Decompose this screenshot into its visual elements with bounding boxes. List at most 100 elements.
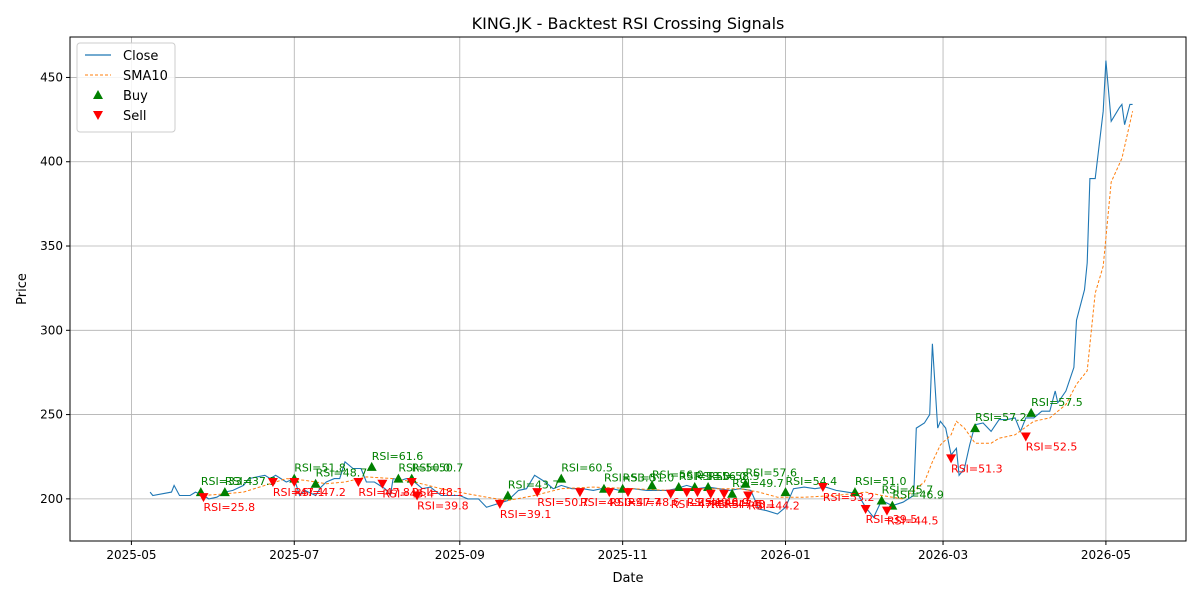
sell-marker bbox=[705, 489, 716, 499]
buy-marker bbox=[673, 482, 684, 492]
buy-signal-label: RSI=58.5 bbox=[708, 470, 760, 483]
legend-swatch-buy bbox=[93, 90, 103, 99]
buy-marker bbox=[502, 490, 513, 500]
sell-signal-label: RSI=48.1 bbox=[412, 486, 464, 499]
buy-marker bbox=[780, 487, 791, 497]
sell-signal-label: RSI=53.2 bbox=[823, 491, 875, 504]
grid bbox=[70, 37, 1186, 541]
x-tick-label: 2025-07 bbox=[269, 548, 319, 562]
y-axis-label: Price bbox=[15, 273, 30, 305]
buy-signal-label: RSI=57.5 bbox=[1031, 396, 1083, 409]
sell-signal-label: RSI=49.0 bbox=[687, 496, 739, 509]
series-line-sma10 bbox=[203, 111, 1134, 502]
buy-marker bbox=[970, 423, 981, 433]
sell-signal-label: RSI=47.4 bbox=[671, 498, 723, 511]
sell-signal-label: RSI=45.4 bbox=[382, 488, 434, 501]
buy-signal-label: RSI=60.5 bbox=[561, 462, 613, 475]
x-tick-label: 2025-09 bbox=[435, 548, 485, 562]
sell-signal-label: RSI=39.1 bbox=[500, 508, 552, 521]
sell-marker bbox=[494, 499, 505, 509]
sell-signal-label: RSI=47.7 bbox=[609, 496, 661, 509]
sell-marker bbox=[681, 488, 692, 498]
sell-signal-label: RSI=47.5 bbox=[711, 498, 763, 511]
sell-marker bbox=[267, 478, 278, 488]
sell-marker bbox=[198, 493, 209, 503]
buy-signal-label: RSI=45.7 bbox=[882, 484, 934, 497]
sell-marker bbox=[946, 454, 957, 464]
buy-marker bbox=[740, 478, 751, 488]
sell-marker bbox=[860, 504, 871, 514]
buy-marker bbox=[647, 480, 658, 490]
sell-signal-label: RSI=25.8 bbox=[203, 501, 255, 514]
sell-signal-label: RSI=48.6 bbox=[628, 496, 680, 509]
buy-marker bbox=[393, 473, 404, 483]
legend-box bbox=[76, 42, 176, 133]
sell-marker bbox=[604, 488, 615, 498]
y-tick-label: 300 bbox=[40, 323, 63, 337]
x-tick-label: 2026-03 bbox=[918, 548, 968, 562]
buy-marker bbox=[556, 473, 567, 483]
series-layer bbox=[149, 60, 1134, 519]
sell-signal-label: RSI=47.1 bbox=[273, 486, 325, 499]
axis-ticks: 2025-05 2025-07 2025-09 2025-11 2026-01 2026-… bbox=[40, 70, 1131, 562]
buy-signal-label: RSI=57.6 bbox=[745, 467, 797, 480]
sell-signal-label: RSI=39.8 bbox=[417, 499, 469, 512]
y-tick-label: 200 bbox=[40, 492, 63, 506]
sell-marker bbox=[881, 506, 892, 516]
legend-label: SMA10 bbox=[123, 69, 168, 84]
sell-signal-label: RSI=49.0 bbox=[580, 496, 632, 509]
sell-marker bbox=[692, 488, 703, 498]
legend-label: Buy bbox=[123, 89, 148, 104]
buy-signal-label: RSI=33.4 bbox=[201, 475, 253, 488]
y-tick-label: 400 bbox=[40, 155, 63, 169]
sell-marker bbox=[817, 483, 828, 493]
sell-marker bbox=[353, 478, 364, 488]
x-axis-label: Date bbox=[612, 571, 643, 586]
series-line-close bbox=[149, 60, 1133, 519]
buy-marker bbox=[310, 478, 321, 488]
y-tick-label: 450 bbox=[40, 70, 63, 84]
buy-marker bbox=[703, 482, 714, 492]
sell-marker bbox=[406, 478, 417, 488]
buy-signal-label: RSI=46.9 bbox=[892, 489, 944, 502]
buy-signal-label: RSI=53.0 bbox=[679, 470, 731, 483]
sell-signal-label: RSI=48.1 bbox=[724, 498, 776, 511]
x-tick-label: 2026-01 bbox=[760, 548, 810, 562]
legend-label: Sell bbox=[123, 109, 146, 124]
legend-swatch-sell bbox=[93, 111, 103, 120]
x-tick-label: 2025-05 bbox=[106, 548, 156, 562]
buy-signal-label: RSI=51.0 bbox=[623, 472, 675, 485]
sell-marker bbox=[377, 479, 388, 489]
buy-marker bbox=[876, 495, 887, 505]
y-tick-label: 350 bbox=[40, 239, 63, 253]
sell-marker bbox=[412, 491, 423, 501]
sell-marker bbox=[1020, 432, 1031, 442]
buy-marker bbox=[727, 488, 738, 498]
buy-signal-label: RSI=61.6 bbox=[372, 450, 424, 463]
sell-signal-label: RSI=52.5 bbox=[1026, 440, 1078, 453]
legend-label: Close bbox=[123, 49, 158, 64]
buy-marker bbox=[366, 461, 377, 471]
buy-signal-label: RSI=57.2 bbox=[975, 411, 1027, 424]
sell-signal-label: RSI=44.2 bbox=[748, 499, 800, 512]
sell-marker bbox=[574, 488, 585, 498]
sell-marker bbox=[743, 491, 754, 501]
chart-title: KING.JK - Backtest RSI Crossing Signals bbox=[472, 14, 785, 33]
buy-signal-label: RSI=50.0 bbox=[398, 462, 450, 475]
x-tick-label: 2025-11 bbox=[598, 548, 648, 562]
x-tick-label: 2026-05 bbox=[1081, 548, 1131, 562]
sell-signal-label: RSI=47.8 bbox=[358, 486, 410, 499]
sell-signal-label: RSI=46.9 bbox=[697, 496, 749, 509]
sell-marker bbox=[289, 478, 300, 488]
sell-marker bbox=[532, 488, 543, 498]
buy-signal-label: RSI=48.7 bbox=[316, 467, 368, 480]
sell-marker bbox=[719, 489, 730, 499]
buy-signal-label: RSI=56.0 bbox=[652, 468, 704, 481]
buy-marker bbox=[219, 487, 230, 497]
buy-signal-label: RSI=53.0 bbox=[604, 472, 656, 485]
sell-signal-label: RSI=50.7 bbox=[537, 496, 589, 509]
sell-signal-label: RSI=44.5 bbox=[887, 515, 939, 528]
buy-signal-label: RSI=56.0 bbox=[695, 470, 747, 483]
